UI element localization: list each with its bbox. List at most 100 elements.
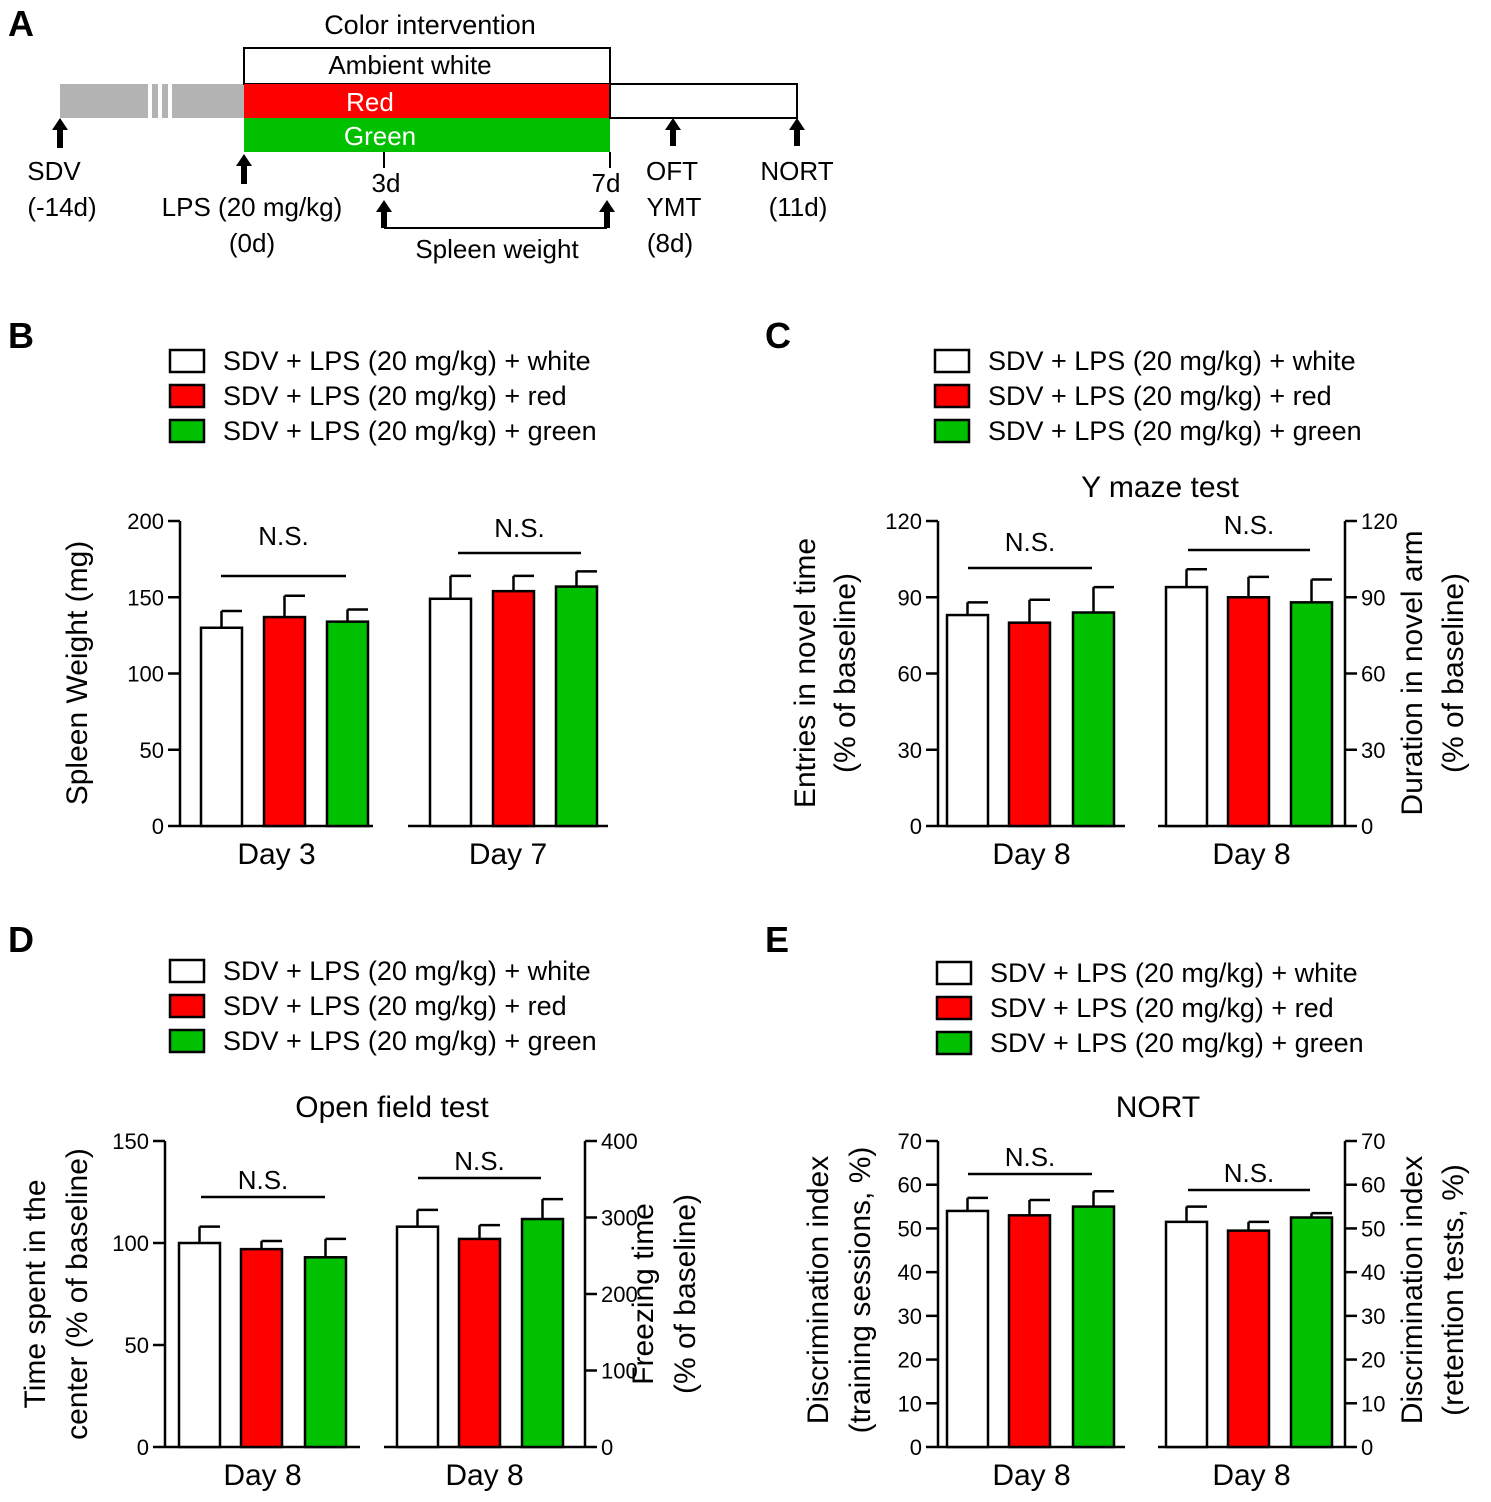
lps-label: LPS (20 mg/kg) [162, 192, 343, 222]
y-tick-label-right: 30 [1361, 738, 1385, 763]
bar-green [1071, 611, 1116, 828]
post-intervention-bar [609, 83, 798, 119]
lps-day-label: (0d) [229, 228, 275, 258]
y-tick-label-right: 120 [1361, 509, 1398, 534]
y-tick-label: 100 [127, 662, 164, 687]
y-tick-label: 30 [898, 1304, 922, 1329]
y-tick-label: 0 [910, 1435, 922, 1460]
y-tick-label: 0 [910, 814, 922, 839]
bar-white [177, 1241, 222, 1449]
break-mark [148, 84, 152, 118]
arrow-up-icon [599, 200, 615, 228]
y-tick-label-right: 20 [1361, 1348, 1385, 1373]
bar-green [554, 585, 599, 828]
chart-b: 0 50 100 150 200 Day 3 N.S. Day 7 N.S. Spleen Wei… [61, 509, 608, 871]
legend-swatch-white [168, 958, 206, 984]
y-tick-label: 120 [885, 509, 922, 534]
y-axis-label-left: Time spent in the [19, 1180, 52, 1409]
bar-red [1226, 1229, 1271, 1449]
y-axis-label-left: Entries in novel time [789, 538, 822, 808]
legend-swatch-green [168, 1028, 206, 1054]
bar-red [262, 615, 307, 828]
panel-label-d: D [8, 919, 34, 960]
bar-white [1164, 1220, 1209, 1449]
y-tick-label: 150 [112, 1129, 149, 1154]
green-intervention-bar [244, 118, 610, 152]
legend-label-red: SDV + LPS (20 mg/kg) + red [223, 991, 567, 1021]
y-tick-label-right: 60 [1361, 662, 1385, 687]
bar-green [520, 1217, 565, 1449]
legend-label-red: SDV + LPS (20 mg/kg) + red [990, 993, 1334, 1023]
legend-label-white: SDV + LPS (20 mg/kg) + white [223, 346, 591, 376]
significance-label: N.S. [1005, 527, 1056, 557]
significance-label: N.S. [454, 1146, 505, 1176]
legend-label-green: SDV + LPS (20 mg/kg) + green [988, 416, 1362, 446]
legend-label-green: SDV + LPS (20 mg/kg) + green [223, 1026, 597, 1056]
nort-label: NORT [760, 156, 833, 186]
bar-red [1007, 621, 1052, 828]
y-tick-label: 0 [152, 814, 164, 839]
y-tick-label-right: 60 [1361, 1173, 1385, 1198]
y-tick-label-right: 10 [1361, 1391, 1385, 1416]
bar-white [199, 626, 244, 828]
legend-swatch-red [933, 383, 971, 409]
legend-swatch-red [935, 995, 973, 1021]
legend-swatch-green [935, 1030, 973, 1056]
break-mark [168, 84, 172, 118]
y-tick-label: 0 [137, 1435, 149, 1460]
legend: SDV + LPS (20 mg/kg) + white SDV + LPS (2… [168, 346, 597, 446]
x-category-label: Day 8 [223, 1459, 301, 1492]
y-tick-label: 100 [112, 1231, 149, 1256]
timeline-panel: A Color intervention Ambient white Red G… [8, 3, 834, 264]
y-tick-label: 150 [127, 585, 164, 610]
break-mark [158, 84, 162, 118]
panel-label-a: A [8, 3, 34, 44]
bar-green [1289, 601, 1334, 828]
legend: SDV + LPS (20 mg/kg) + white SDV + LPS (2… [933, 346, 1362, 446]
y-tick-label-right: 50 [1361, 1216, 1385, 1241]
arrow-up-icon [236, 154, 252, 184]
significance-label: N.S. [494, 513, 545, 543]
y-tick-label-right: 40 [1361, 1260, 1385, 1285]
y-tick-label: 30 [898, 738, 922, 763]
sdv-label: SDV [27, 156, 81, 186]
y-tick-label-right: 0 [601, 1435, 613, 1460]
y-tick-label: 200 [127, 509, 164, 534]
oft-day-label: (8d) [647, 228, 693, 258]
legend-swatch-white [168, 348, 206, 374]
y-axis-label-left: (% of baseline) [829, 573, 862, 773]
day3-label: 3d [372, 168, 401, 198]
bar-green [325, 620, 370, 828]
oft-label: OFT [646, 156, 698, 186]
legend-swatch-green [933, 418, 971, 444]
significance-label: N.S. [1224, 1158, 1275, 1188]
bar-red [1226, 596, 1271, 828]
y-tick-label-right: 400 [601, 1129, 638, 1154]
y-tick-label: 40 [898, 1260, 922, 1285]
y-tick-label-right: 70 [1361, 1129, 1385, 1154]
bar-red [457, 1237, 502, 1449]
legend-swatch-white [933, 348, 971, 374]
bar-white [945, 613, 990, 828]
white-bar-label: Ambient white [328, 50, 491, 80]
y-axis-label-left: Discrimination index [802, 1156, 835, 1424]
bar-white [945, 1209, 990, 1449]
legend-label-red: SDV + LPS (20 mg/kg) + red [988, 381, 1332, 411]
legend: SDV + LPS (20 mg/kg) + white SDV + LPS (2… [935, 958, 1364, 1058]
x-category-label: Day 8 [1212, 838, 1290, 871]
arrow-up-icon [376, 200, 392, 228]
bar-green [303, 1256, 348, 1449]
y-tick-label: 60 [898, 1173, 922, 1198]
legends: SDV + LPS (20 mg/kg) + white SDV + LPS (2… [168, 346, 1364, 1058]
legend-swatch-green [168, 418, 206, 444]
chart-c: Y maze test 0 30 60 90 120 0 30 60 90 120 Day 8 N.S.… [789, 471, 1470, 871]
bar-red [239, 1247, 284, 1449]
y-tick-label-right: 300 [601, 1206, 638, 1231]
legend-label-green: SDV + LPS (20 mg/kg) + green [223, 416, 597, 446]
bar-white [428, 597, 473, 828]
y-axis-label-left: (training sessions, %) [844, 1147, 877, 1434]
bar-red [491, 589, 536, 828]
y-tick-label-right: 0 [1361, 814, 1373, 839]
white-intervention-bar [243, 47, 611, 85]
panel-label-e: E [765, 919, 789, 960]
